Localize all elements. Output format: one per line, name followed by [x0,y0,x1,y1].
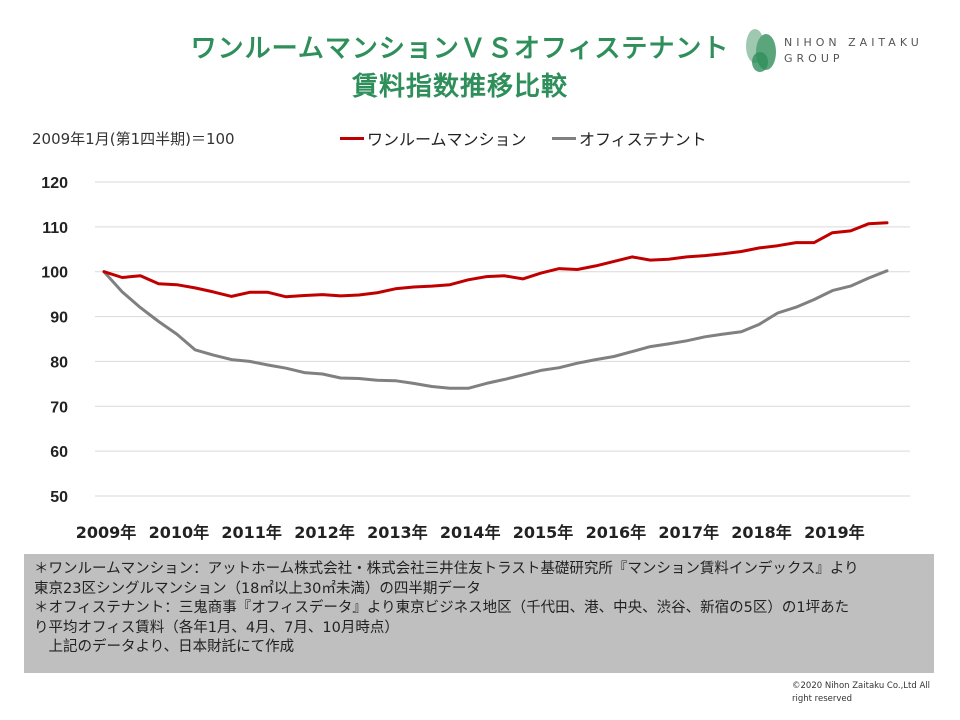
x-tick-label: 2011年 [221,523,282,542]
legend-item-office: オフィステナント [552,126,707,150]
chart-title-line1: ワンルームマンションＶＳオフィステナント [190,34,730,64]
x-tick-label: 2013年 [367,523,428,542]
y-tick-label: 60 [50,444,68,461]
chart-title-line2: 賃料指数推移比較 [351,72,568,102]
legend-swatch-office [552,136,576,140]
company-logo: NIHON ZAITAKU GROUP [744,26,944,76]
x-tick-label: 2017年 [658,523,719,542]
line-chart: 50 60 70 80 90 100 110 120 2009年 2010年 2011年 2012年 2… [41,175,910,542]
leaf-logo-icon [746,29,776,72]
x-tick-label: 2019年 [804,523,865,542]
x-tick-label: 2016年 [586,523,647,542]
x-tick-label: 2009年 [76,523,137,542]
series-line-office [102,269,889,390]
legend-label-mansion: ワンルームマンション [367,130,527,149]
x-tick-label: 2014年 [440,523,501,542]
note-line-5: 上記のデータより、日本財託にて作成 [34,639,295,655]
note-line-4: り平均オフィス賃料（各年1月、4月、7月、10月時点） [34,619,399,636]
note-line-1: ＊ワンルームマンション：アットホーム株式会社・株式会社三井住友トラスト基礎研究所… [34,561,859,577]
copyright-line-2: right reserved [792,694,853,704]
logo-text-group: GROUP [784,52,844,65]
legend-label-office: オフィステナント [579,130,707,149]
y-tick-label: 120 [41,175,68,192]
copyright-line-1: ©2020 Nihon Zaitaku Co.,Ltd All [792,681,931,691]
x-tick-label: 2012年 [294,523,355,542]
logo-text-nihon-zaitaku: NIHON ZAITAKU [784,36,923,49]
y-tick-label: 50 [50,489,68,506]
y-tick-label: 100 [41,265,68,282]
source-note: ＊ワンルームマンション：アットホーム株式会社・株式会社三井住友トラスト基礎研究所… [24,554,934,673]
legend-item-mansion: ワンルームマンション [340,126,527,150]
note-line-3: ＊オフィステナント：三鬼商事『オフィスデータ』より東京ビジネス地区（千代田、港、… [34,600,850,616]
x-tick-label: 2015年 [513,523,574,542]
series-line-mansion [102,221,889,299]
note-line-2: 東京23区シングルマンション（18㎡以上30㎡未満）の四半期データ [34,580,481,597]
y-tick-label: 110 [42,220,68,237]
x-tick-label: 2010年 [149,523,210,542]
x-tick-label: 2018年 [731,523,792,542]
y-tick-label: 90 [50,310,68,327]
y-tick-label: 80 [50,354,68,371]
copyright-notice: ©2020 Nihon Zaitaku Co.,Ltd All right re… [792,680,952,706]
base-index-label: 2009年1月(第1四半期)＝100 [32,130,235,148]
legend-swatch-mansion [340,136,364,140]
y-tick-label: 70 [50,399,68,416]
